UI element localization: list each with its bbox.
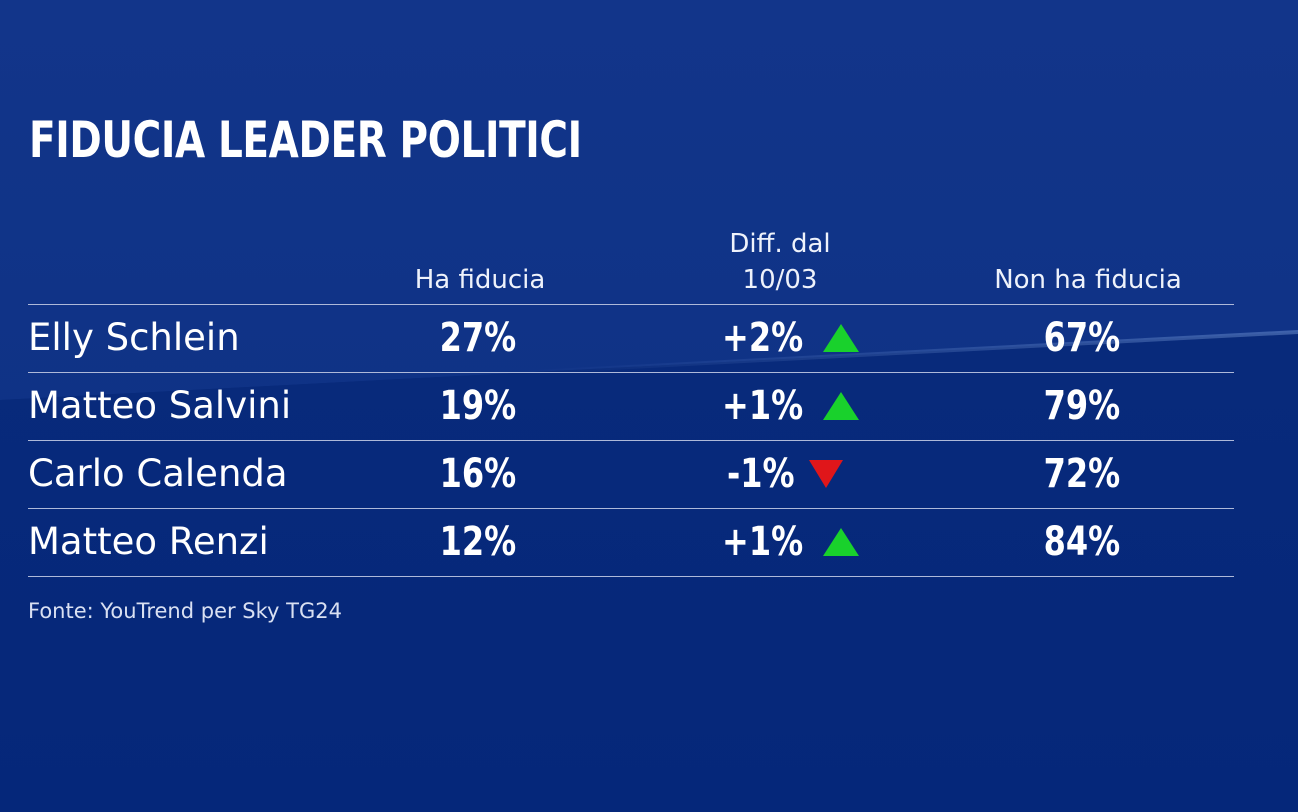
trust-value-text: 27%: [439, 315, 517, 361]
row-divider: [28, 576, 1234, 577]
header-divider: [28, 304, 1234, 305]
diff-value: -1%: [727, 451, 795, 497]
trust-value: 12%: [378, 508, 578, 576]
no-trust-value-text: 67%: [1043, 315, 1121, 361]
chart-title: FIDUCIA LEADER POLITICI: [29, 111, 582, 169]
trust-value: 27%: [378, 304, 578, 372]
no-trust-value: 72%: [982, 440, 1182, 508]
trust-value-text: 12%: [439, 519, 517, 565]
trust-value: 19%: [378, 372, 578, 440]
triangle-up-icon: [823, 392, 860, 420]
diff-value: +1%: [722, 383, 804, 429]
row-name: Matteo Renzi: [28, 520, 269, 563]
header-diff-line1: Diff. dal: [729, 229, 831, 259]
diff-cell: +1%: [700, 372, 900, 440]
trust-value-text: 19%: [439, 383, 517, 429]
header-diff-line2: 10/03: [742, 265, 818, 295]
no-trust-value-text: 84%: [1043, 519, 1121, 565]
row-divider: [28, 508, 1234, 509]
row-name: Elly Schlein: [28, 316, 240, 359]
triangle-down-icon: [808, 460, 843, 488]
trust-value-text: 16%: [439, 451, 517, 497]
source-note: Fonte: YouTrend per Sky TG24: [28, 599, 342, 623]
no-trust-value-text: 79%: [1043, 383, 1121, 429]
trust-value: 16%: [378, 440, 578, 508]
triangle-up-icon: [823, 528, 860, 556]
diff-value: +1%: [722, 519, 804, 565]
row-name: Matteo Salvini: [28, 384, 292, 427]
diff-value: +2%: [722, 315, 804, 361]
no-trust-value: 79%: [982, 372, 1182, 440]
header-no-trust: Non ha fiducia: [994, 265, 1182, 295]
no-trust-value: 67%: [982, 304, 1182, 372]
diff-cell: +2%: [700, 304, 900, 372]
diff-cell: +1%: [700, 508, 900, 576]
no-trust-value: 84%: [982, 508, 1182, 576]
row-name: Carlo Calenda: [28, 452, 288, 495]
row-divider: [28, 372, 1234, 373]
triangle-up-icon: [823, 324, 860, 352]
diff-cell: -1%: [700, 440, 900, 508]
header-diff: Diff. dal 10/03: [680, 226, 880, 298]
row-divider: [28, 440, 1234, 441]
header-trust: Ha fiducia: [414, 265, 546, 295]
no-trust-value-text: 72%: [1043, 451, 1121, 497]
